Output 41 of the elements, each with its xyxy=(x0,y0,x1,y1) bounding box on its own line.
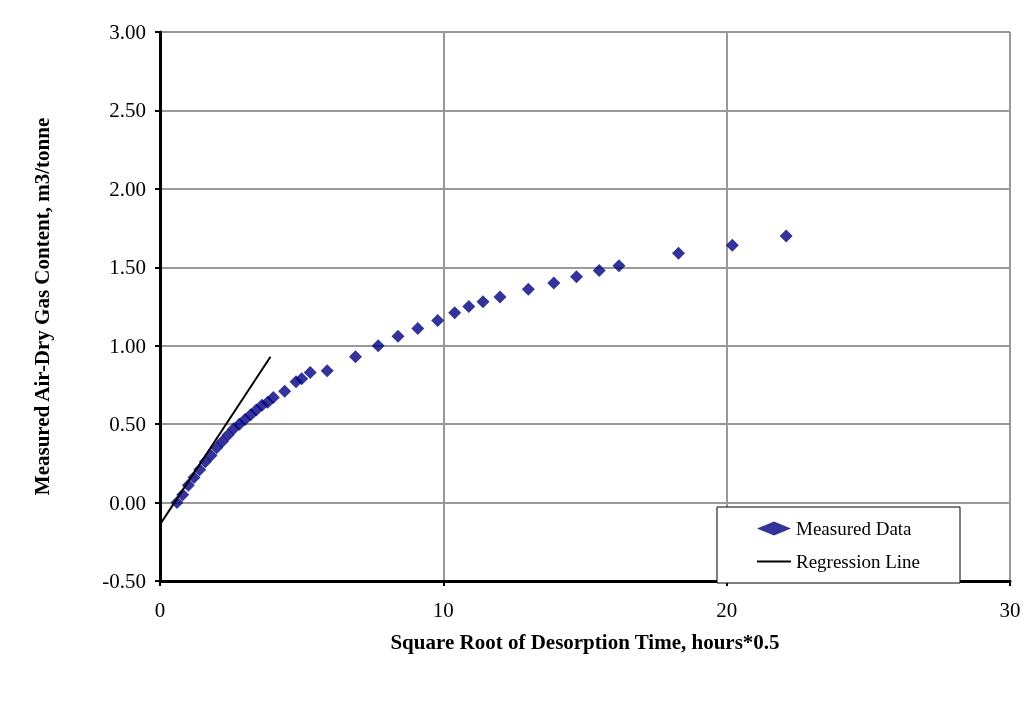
x-tick-label: 10 xyxy=(432,597,454,622)
point xyxy=(266,390,280,404)
x-tick-label: 20 xyxy=(716,597,738,622)
point xyxy=(462,300,476,313)
y-tick-label: -0.50 xyxy=(102,569,146,593)
legend-label: Measured Data xyxy=(796,518,913,539)
point xyxy=(521,282,535,296)
y-tick-label: 2.50 xyxy=(109,98,146,123)
y-tick-label: 3.00 xyxy=(109,20,146,44)
point xyxy=(493,290,507,304)
point xyxy=(221,428,235,442)
point xyxy=(204,449,218,463)
legend-label: Regression Line xyxy=(796,551,921,572)
x-tick-label: 0 xyxy=(154,597,166,622)
x-axis-title: Square Root of Desorption Time, hours*0.5 xyxy=(390,629,780,654)
point xyxy=(448,306,462,320)
point xyxy=(612,259,626,273)
point xyxy=(349,350,362,364)
y-tick-label: 1.00 xyxy=(109,333,146,358)
point xyxy=(391,329,405,343)
y-tick-label: 0.00 xyxy=(109,490,146,515)
y-tick-label: 0.50 xyxy=(109,412,146,437)
point xyxy=(725,238,739,252)
x-tick-label: 30 xyxy=(999,597,1021,622)
point xyxy=(215,434,229,448)
point xyxy=(476,295,490,309)
point xyxy=(672,246,685,260)
y-axis-title: Measured Air-Dry Gas Content, m3/tonne xyxy=(29,117,54,496)
point xyxy=(431,314,445,328)
y-tick-label: 2.00 xyxy=(109,176,146,201)
point xyxy=(278,384,292,398)
point xyxy=(779,229,793,243)
point xyxy=(570,270,583,284)
point xyxy=(411,321,425,335)
point xyxy=(303,365,317,379)
point xyxy=(547,276,561,290)
y-tick-label: 1.50 xyxy=(109,255,146,280)
point xyxy=(295,372,309,386)
point xyxy=(371,339,385,353)
point xyxy=(320,364,334,378)
point xyxy=(592,263,606,277)
